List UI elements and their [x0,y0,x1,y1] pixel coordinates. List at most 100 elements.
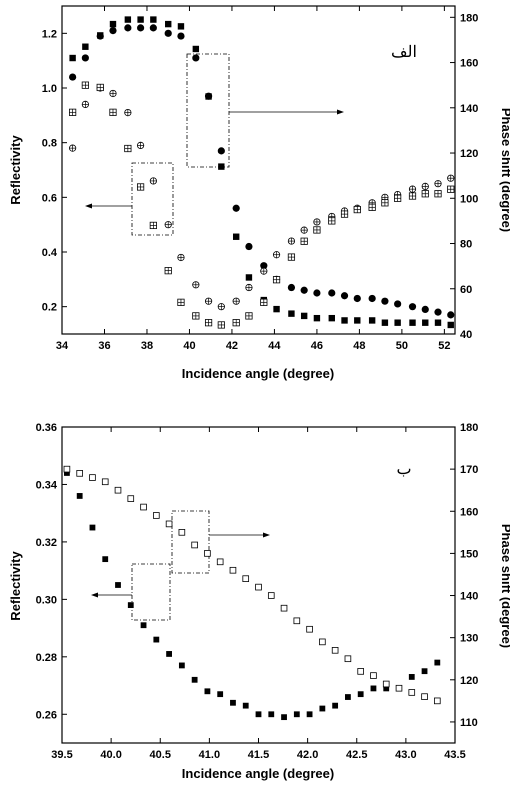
data-point-series-1 [267,592,275,599]
data-point-series-3 [81,81,89,89]
data-point-series-2 [192,45,200,53]
y-tick-label-right: 110 [460,717,478,729]
data-point-series-0 [81,54,89,62]
data-point-series-1 [81,100,89,109]
x-tick-label: 42.0 [297,749,318,761]
data-point-series-3 [340,210,349,218]
data-point-series-1 [204,297,213,305]
x-tick-label: 42 [226,340,238,352]
data-point-series-3 [217,321,225,329]
data-point-series-2 [354,317,361,324]
y-tick-label-left: 1.2 [42,28,57,40]
x-axis-label: Incidence angle (degree) [182,766,334,781]
data-point-series-0 [421,668,428,675]
data-point-series-1 [192,281,200,289]
data-point-series-0 [109,27,117,35]
data-point-series-3 [421,190,429,198]
y-tick-label-right: 120 [460,675,478,687]
data-point-series-1 [447,174,455,182]
data-point-series-2 [69,54,76,62]
arrow-right-head [337,109,344,115]
data-point-series-1 [232,297,240,305]
data-point-series-2 [177,23,185,30]
data-point-series-1 [293,617,301,625]
data-point-series-0 [242,702,249,709]
data-point-series-3 [136,183,145,191]
x-tick-label: 40.5 [150,749,171,761]
data-point-series-3 [164,267,172,275]
x-tick-label: 40 [183,340,195,352]
y-tick-label-left: 0.2 [42,302,57,314]
data-point-series-1 [101,478,109,486]
data-point-series-3 [394,194,402,202]
x-tick-label: 36 [98,340,110,352]
data-point-series-1 [434,697,441,705]
chart-panel-top: الف Incidence angle (degree) Reflectivit… [8,5,510,381]
data-point-series-0 [178,662,185,669]
data-point-series-1 [164,221,172,229]
data-point-series-2 [288,310,295,317]
data-point-series-1 [178,529,186,536]
y-axis-label-right: Phase shift (degree) [499,524,510,648]
data-point-series-0 [319,705,326,712]
data-point-series-1 [272,251,281,259]
data-point-series-1 [216,558,224,566]
data-point-series-3 [328,217,336,225]
data-point-series-0 [353,294,361,303]
data-point-series-0 [345,694,351,700]
data-point-series-0 [124,24,132,32]
data-point-series-2 [109,20,117,28]
data-point-series-1 [319,638,326,646]
data-point-series-0 [166,651,172,657]
data-point-series-1 [382,680,390,688]
data-point-series-1 [124,109,132,117]
y-tick-label-left: 0.36 [36,422,57,434]
data-point-series-0 [287,283,296,292]
y-tick-label-left: 0.8 [42,138,57,150]
data-point-series-2 [245,274,253,281]
data-point-series-0 [192,54,200,62]
data-point-series-0 [217,147,225,155]
data-point-series-1 [204,550,211,557]
data-point-series-0 [300,286,308,294]
data-point-series-1 [300,226,308,234]
data-point-series-0 [368,294,376,303]
data-point-series-1 [165,520,173,528]
data-point-series-2 [313,314,321,322]
x-tick-label: 44 [268,340,281,352]
x-tick-label: 38 [141,340,153,352]
data-point-series-0 [306,711,313,718]
data-point-series-1 [76,470,83,477]
data-point-series-0 [281,714,287,721]
data-point-series-0 [64,470,70,476]
x-tick-label: 43.0 [395,749,416,761]
data-point-series-1 [242,575,250,582]
y-tick-label-right: 150 [460,548,478,560]
data-point-series-1 [395,684,403,692]
plot-frame [61,5,456,335]
data-point-series-2 [394,319,401,326]
data-point-series-2 [232,233,240,240]
annotation-box-phase [171,510,210,574]
data-point-series-3 [434,190,442,198]
y-tick-label-right: 130 [460,633,478,645]
data-point-series-1 [245,283,253,292]
data-point-series-0 [191,676,198,683]
data-point-series-0 [115,582,121,588]
arrow-right-head [263,532,270,538]
data-point-series-1 [331,647,339,654]
y-tick-label-right: 180 [460,12,478,24]
y-tick-label-right: 160 [460,506,478,518]
data-point-series-0 [140,622,147,629]
data-point-series-3 [447,185,455,193]
data-point-series-0 [332,702,339,709]
x-tick-label: 43.5 [444,749,465,761]
data-point-series-0 [381,297,389,305]
x-tick-label: 50 [396,340,408,352]
data-point-series-0 [313,289,321,297]
data-point-series-2 [447,321,454,329]
data-point-series-3 [69,108,77,116]
data-point-series-3 [245,312,253,320]
annotation-box-reflectivity [131,162,174,236]
arrow-left-head [85,203,92,209]
